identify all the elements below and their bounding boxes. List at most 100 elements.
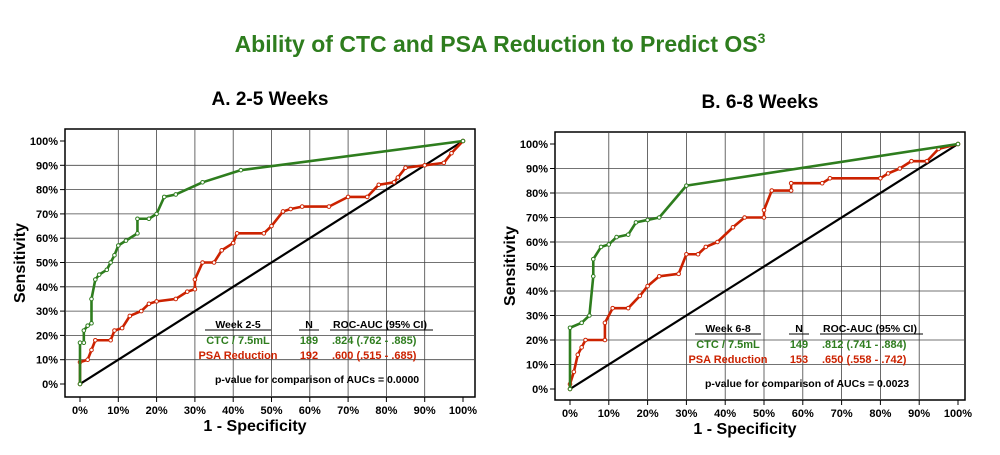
x-tick-label: 90% [908, 408, 930, 420]
p-value-text: p-value for comparison of AUCs = 0.0023 [705, 378, 909, 390]
data-point-psa [571, 369, 577, 375]
data-point-psa [154, 299, 159, 304]
data-point-psa [211, 260, 217, 265]
data-point-psa [89, 347, 94, 353]
chart-title: A. 2-5 Weeks [212, 89, 329, 110]
data-point-psa [85, 357, 90, 363]
data-point-psa [138, 308, 144, 314]
y-tick-label: 0% [42, 379, 58, 391]
data-point-psa [769, 188, 775, 193]
data-point-psa [645, 283, 650, 289]
data-point-ctc [590, 274, 596, 279]
data-point-ctc [656, 215, 662, 220]
x-tick-label: 40% [222, 405, 244, 417]
data-point-psa [403, 165, 408, 171]
data-point-psa [146, 301, 152, 307]
y-tick-label: 90% [36, 160, 58, 172]
table-row-label: PSA Reduction [688, 354, 767, 366]
data-point-psa [602, 320, 608, 326]
data-point-psa [192, 277, 198, 282]
data-point-ctc [625, 232, 631, 237]
x-axis-label: 1 - Specificity [203, 418, 306, 435]
data-point-psa [656, 274, 662, 279]
table-row-auc: .650 (.558 - .742) [822, 354, 907, 366]
x-axis-label: 1 - Specificity [693, 421, 796, 438]
data-point-ctc [85, 323, 90, 328]
data-point-ctc [684, 183, 689, 188]
data-point-psa [897, 166, 903, 171]
data-point-psa [345, 194, 351, 200]
x-tick-label: 50% [753, 408, 775, 420]
y-tick-label: 40% [36, 282, 58, 294]
x-tick-label: 60% [792, 408, 814, 420]
data-point-ctc [955, 141, 961, 147]
data-point-psa [127, 313, 133, 319]
x-tick-label: 80% [869, 408, 891, 420]
data-point-psa [112, 328, 117, 333]
x-tick-label: 20% [146, 405, 168, 417]
data-point-ctc [112, 252, 117, 258]
x-tick-label: 30% [184, 405, 206, 417]
data-point-psa [364, 194, 370, 200]
data-point-psa [173, 296, 179, 302]
y-tick-label: 60% [36, 233, 58, 245]
table-header: ROC-AUC (95% CI) [333, 319, 427, 331]
table-row-n: 149 [790, 339, 808, 351]
data-point-ctc [77, 340, 83, 345]
x-tick-label: 70% [337, 405, 359, 417]
x-tick-label: 20% [637, 408, 659, 420]
data-point-ctc [146, 216, 152, 222]
table-header: Week 2-5 [215, 319, 260, 331]
data-point-psa [676, 271, 681, 277]
y-tick-label: 10% [526, 360, 548, 372]
data-point-psa [326, 204, 332, 209]
data-point-ctc [614, 234, 619, 240]
data-point-ctc [200, 180, 205, 185]
data-point-ctc [161, 194, 167, 200]
data-point-ctc [81, 328, 87, 333]
table-row-auc: .600 (.515 - .685) [332, 350, 417, 362]
y-tick-label: 70% [36, 209, 58, 221]
data-point-psa [280, 209, 286, 214]
data-point-ctc [590, 256, 596, 262]
data-point-ctc [606, 242, 612, 247]
data-point-ctc [460, 138, 466, 144]
data-point-psa [93, 337, 98, 343]
data-point-psa [583, 337, 588, 343]
data-point-ctc [81, 340, 87, 345]
data-point-ctc [89, 296, 94, 302]
y-tick-label: 70% [526, 213, 548, 225]
data-point-psa [391, 180, 397, 185]
x-tick-label: 10% [107, 405, 129, 417]
table-header: ROC-AUC (95% CI) [823, 323, 917, 335]
x-tick-label: 60% [299, 405, 321, 417]
data-point-psa [637, 293, 643, 299]
table-header: Week 6-8 [705, 323, 750, 335]
data-point-psa [269, 223, 274, 229]
x-tick-label: 70% [831, 408, 853, 420]
data-point-psa [788, 188, 794, 193]
data-point-psa [575, 352, 581, 358]
data-point-psa [219, 248, 225, 253]
data-point-ctc [77, 381, 83, 387]
table-row-n: 189 [300, 335, 318, 347]
table-header: N [305, 319, 313, 331]
x-tick-label: 0% [562, 408, 578, 420]
x-tick-label: 30% [675, 408, 697, 420]
data-point-psa [108, 337, 113, 343]
y-tick-label: 100% [30, 136, 58, 148]
x-tick-label: 100% [944, 408, 972, 420]
data-point-psa [234, 231, 240, 236]
data-point-psa [761, 215, 767, 220]
x-tick-label: 40% [714, 408, 736, 420]
table-row-auc: .824 (.762 - .885) [332, 335, 417, 347]
data-point-psa [422, 163, 428, 168]
data-point-psa [730, 225, 736, 230]
x-tick-label: 0% [72, 405, 88, 417]
y-tick-label: 50% [526, 262, 548, 274]
data-point-psa [625, 305, 631, 311]
data-point-psa [715, 239, 720, 245]
data-point-psa [200, 260, 205, 265]
data-point-psa [761, 207, 767, 213]
